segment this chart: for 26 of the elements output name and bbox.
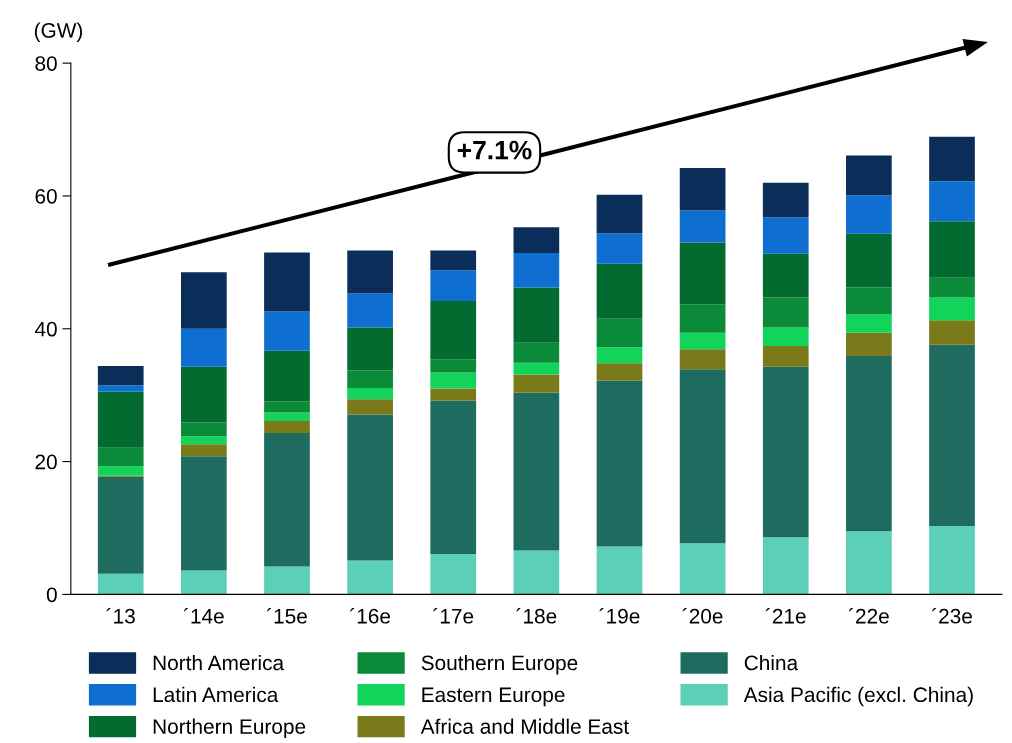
x-tick-label: ´16e — [349, 608, 391, 624]
x-tick-label: ´15e — [266, 608, 307, 624]
legend-label: Northern Europe — [153, 718, 306, 739]
legend-label: Latin America — [153, 686, 279, 703]
x-tick-label: ´20e — [682, 608, 723, 624]
y-tick-label: 80 — [35, 56, 57, 71]
legend-label: Southern Europe — [421, 654, 578, 675]
x-tick-label: ´14e — [183, 608, 224, 624]
y-tick-label: 40 — [34, 321, 57, 337]
y-tick-label: 0 — [46, 587, 57, 603]
x-tick-label: ´23e — [931, 608, 972, 624]
y-tick-label: 60 — [35, 188, 57, 204]
legend-label: China — [744, 654, 799, 671]
annotation: +7.1% — [457, 140, 532, 160]
x-tick-label: ´19e — [599, 608, 640, 624]
x-tick-label: ´22e — [848, 608, 889, 624]
y-axis-title: (GW) — [34, 22, 83, 42]
legend-label: Asia Pacific (excl. China) — [743, 686, 973, 707]
legend-label: North America — [153, 654, 285, 671]
x-tick-label: ´13 — [106, 608, 135, 624]
x-tick-label: ´21e — [765, 608, 806, 624]
legend-label: Africa and Middle East — [420, 718, 629, 734]
y-tick-label: 20 — [35, 454, 57, 470]
x-tick-label: ´17e — [433, 608, 474, 624]
legend-label: Eastern Europe — [422, 687, 565, 707]
x-tick-label: ´18e — [516, 608, 557, 624]
